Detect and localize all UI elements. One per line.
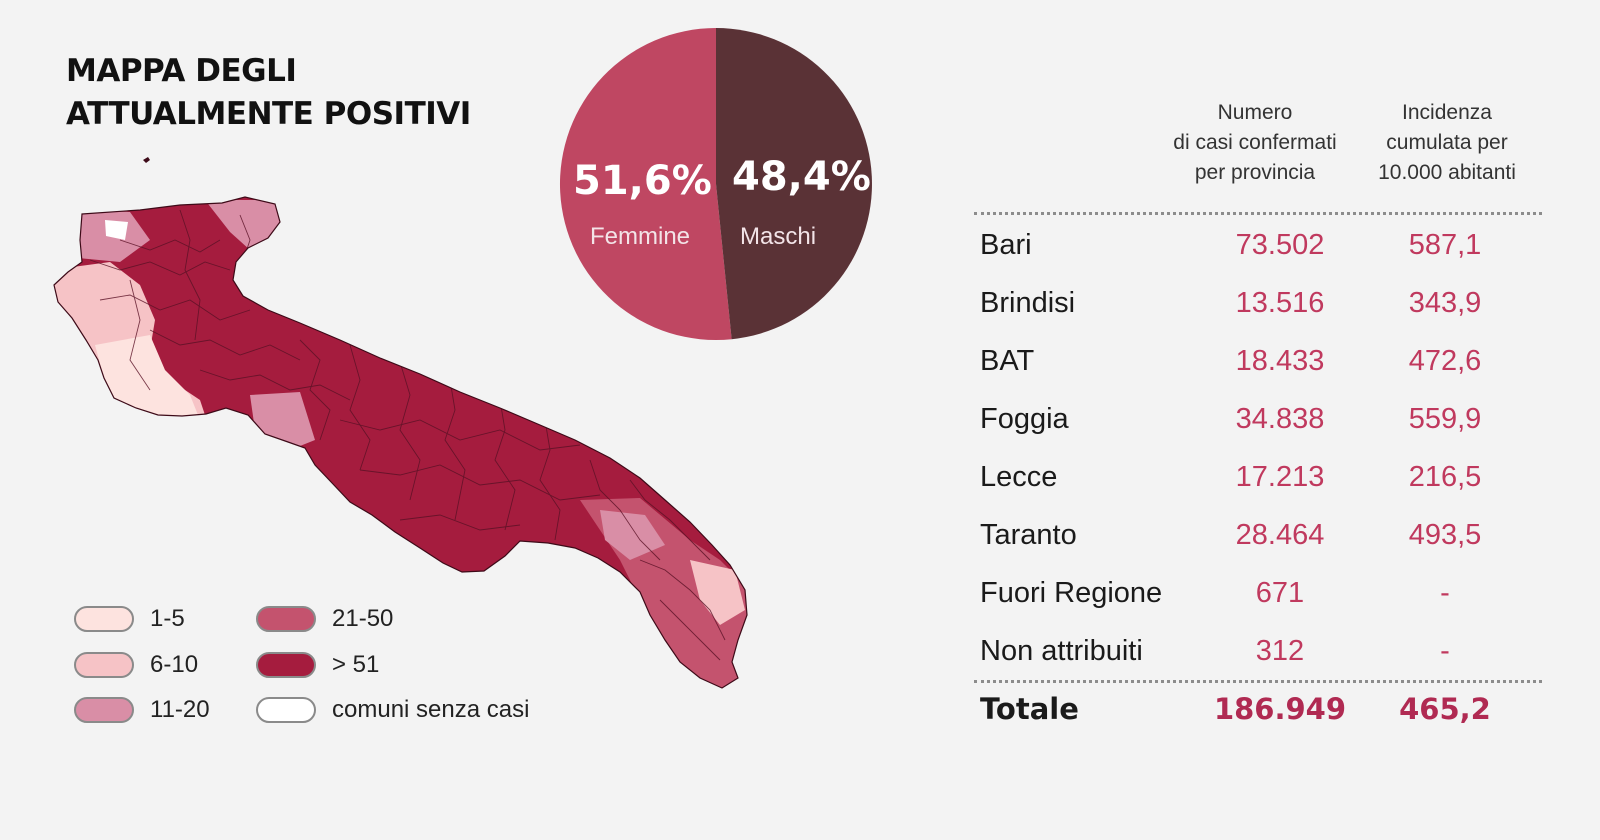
legend-item-6-10: 6-10 xyxy=(74,651,198,679)
female-label: Femmine xyxy=(590,223,691,250)
map-zone-gargano xyxy=(205,200,285,250)
puglia-map xyxy=(53,157,748,689)
legend-label: 11-20 xyxy=(150,696,210,723)
legend-label: 1-5 xyxy=(150,605,185,632)
map-zone-salento-2 xyxy=(600,510,665,560)
province-cases: 312 xyxy=(1255,635,1305,667)
province-cases: 17.213 xyxy=(1235,461,1325,493)
page-title: MAPPA DEGLI ATTUALMENTE POSITIVI xyxy=(66,50,471,136)
map-zone-no-cases xyxy=(105,220,128,240)
province-name: Fuori Regione xyxy=(980,577,1163,609)
legend-label: > 51 xyxy=(332,651,380,678)
table-divider-bottom xyxy=(974,680,1542,683)
province-incidence: 343,9 xyxy=(1408,287,1482,319)
legend-swatch xyxy=(74,652,134,678)
header-incidence-line: Incidenza xyxy=(1402,101,1492,124)
header-incidence-line: cumulata per xyxy=(1386,131,1508,154)
legend-item-11-20: 11-20 xyxy=(74,696,210,724)
province-cases: 73.502 xyxy=(1235,229,1325,261)
province-name: Foggia xyxy=(980,403,1069,435)
pie-slice-female xyxy=(559,28,732,340)
header-cases-line: Numero xyxy=(1217,101,1293,124)
gender-pie-chart xyxy=(559,28,872,340)
tremiti-islands xyxy=(143,157,150,163)
total-cases: 186.949 xyxy=(1213,692,1347,726)
header-incidence: Incidenza cumulata per 10.000 abitanti xyxy=(1352,98,1542,188)
male-label: Maschi xyxy=(740,223,817,250)
total-incidence: 465,2 xyxy=(1399,692,1491,726)
legend-item-no-cases: comuni senza casi xyxy=(256,696,529,724)
legend-item-1-5: 1-5 xyxy=(74,605,185,633)
province-name: Taranto xyxy=(980,519,1077,551)
table-divider-top xyxy=(974,212,1542,215)
total-label: Totale xyxy=(980,692,1079,726)
header-incidence-line: 10.000 abitanti xyxy=(1378,161,1516,184)
title-line-1: MAPPA DEGLI xyxy=(66,53,297,89)
province-incidence: 472,6 xyxy=(1408,345,1482,377)
header-cases-line: di casi confermati xyxy=(1173,131,1337,154)
province-name: Bari xyxy=(980,229,1032,261)
municipal-boundaries xyxy=(89,209,726,661)
legend-swatch xyxy=(74,697,134,723)
legend-swatch xyxy=(256,697,316,723)
map-zone-salento-3 xyxy=(690,560,745,625)
province-cases: 28.464 xyxy=(1235,519,1325,551)
title-line-2: ATTUALMENTE POSITIVI xyxy=(66,96,471,132)
province-cases: 671 xyxy=(1255,577,1305,609)
province-name: Brindisi xyxy=(980,287,1076,319)
province-cases: 18.433 xyxy=(1235,345,1325,377)
province-incidence: 216,5 xyxy=(1408,461,1482,493)
province-incidence: - xyxy=(1440,635,1450,667)
header-cases: Numero di casi confermati per provincia xyxy=(1150,98,1360,188)
province-incidence: 559,9 xyxy=(1408,403,1482,435)
province-cases: 13.516 xyxy=(1235,287,1325,319)
legend-item-over-51: > 51 xyxy=(256,651,379,679)
province-name: Non attribuiti xyxy=(980,635,1143,667)
male-percentage: 48,4% xyxy=(732,154,871,200)
legend-swatch xyxy=(74,606,134,632)
legend-swatch xyxy=(256,652,316,678)
legend-label: 6-10 xyxy=(150,651,199,678)
legend-item-21-50: 21-50 xyxy=(256,605,393,633)
province-incidence: - xyxy=(1440,577,1450,609)
female-percentage: 51,6% xyxy=(573,158,712,204)
province-cases: 34.838 xyxy=(1235,403,1325,435)
legend-label: 21-50 xyxy=(332,605,394,632)
legend-swatch xyxy=(256,606,316,632)
pie-slice-male xyxy=(716,28,872,340)
province-incidence: 587,1 xyxy=(1408,229,1482,261)
province-name: BAT xyxy=(980,345,1035,377)
map-zone-southwest xyxy=(95,335,200,420)
header-cases-line: per provincia xyxy=(1194,161,1316,184)
legend-label: comuni senza casi xyxy=(332,696,530,723)
province-name: Lecce xyxy=(980,461,1058,493)
province-incidence: 493,5 xyxy=(1408,519,1482,551)
